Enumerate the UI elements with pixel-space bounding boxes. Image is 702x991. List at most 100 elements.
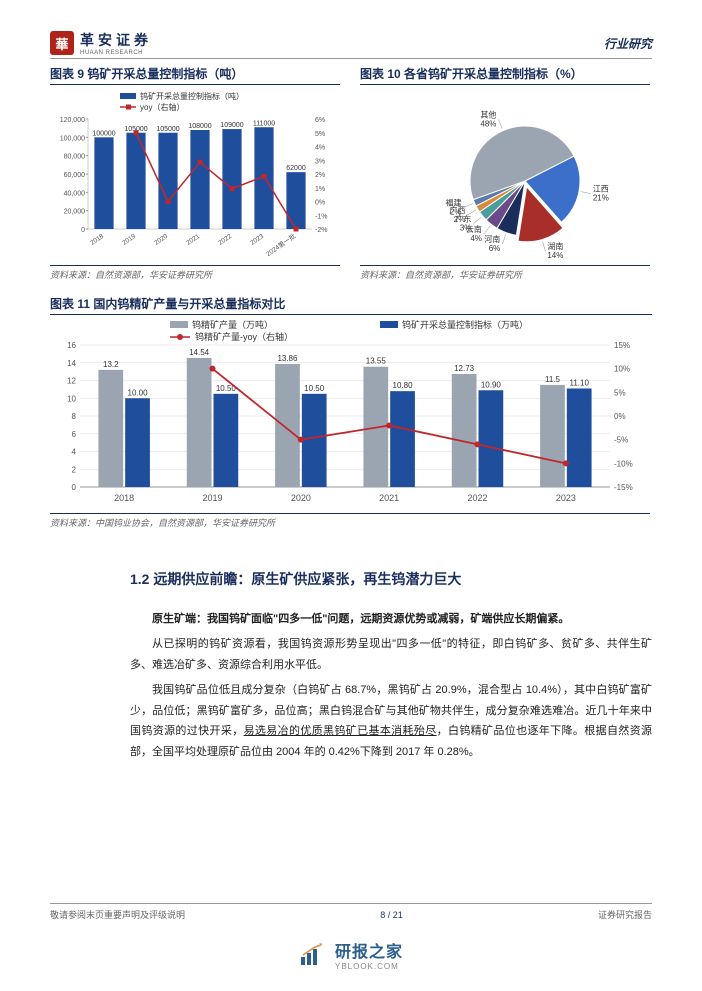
svg-text:2023: 2023	[556, 493, 576, 503]
svg-text:80,000: 80,000	[64, 154, 86, 161]
svg-text:20,000: 20,000	[64, 209, 86, 216]
header-category: 行业研究	[604, 35, 652, 52]
logo: 華 革安证券 HUAAN RESEARCH	[50, 30, 152, 56]
svg-text:100000: 100000	[92, 130, 115, 137]
svg-text:11.5: 11.5	[545, 375, 561, 384]
svg-text:钨矿开采总量控制指标（万吨）: 钨矿开采总量控制指标（万吨）	[402, 319, 528, 330]
svg-text:10.50: 10.50	[304, 384, 325, 393]
svg-text:14%: 14%	[547, 251, 563, 260]
svg-text:2021: 2021	[185, 233, 201, 247]
page-footer: 敬请参阅末页重要声明及评级说明 8 / 21 证券研究报告	[50, 903, 652, 921]
svg-text:13.55: 13.55	[366, 357, 387, 366]
svg-text:10.90: 10.90	[481, 380, 502, 389]
svg-text:3%: 3%	[460, 224, 472, 233]
svg-text:2018: 2018	[114, 493, 134, 503]
chart9-title: 图表 9 钨矿开采总量控制指标（吨）	[50, 65, 340, 85]
svg-text:14.54: 14.54	[189, 348, 210, 357]
svg-text:8: 8	[72, 412, 77, 421]
page-header: 華 革安证券 HUAAN RESEARCH 行业研究	[50, 30, 652, 59]
svg-text:-2%: -2%	[315, 227, 327, 234]
svg-text:0%: 0%	[614, 412, 626, 421]
chart11-title: 图表 11 国内钨精矿产量与开采总量指标对比	[50, 295, 652, 315]
svg-text:河南: 河南	[484, 234, 500, 244]
svg-text:10.80: 10.80	[393, 381, 414, 390]
svg-text:109000: 109000	[220, 122, 243, 129]
svg-text:3%: 3%	[315, 158, 325, 165]
svg-text:2%: 2%	[315, 172, 325, 179]
svg-text:其他: 其他	[480, 110, 496, 120]
svg-text:12.73: 12.73	[454, 364, 475, 373]
logo-cn: 革安证券	[80, 30, 152, 50]
svg-text:2020: 2020	[291, 493, 311, 503]
svg-text:1%: 1%	[315, 186, 325, 193]
svg-text:21%: 21%	[593, 194, 609, 203]
svg-text:40,000: 40,000	[64, 190, 86, 197]
svg-text:2024第一批: 2024第一批	[264, 231, 297, 258]
svg-text:111000: 111000	[253, 120, 275, 127]
svg-text:105000: 105000	[156, 126, 179, 133]
svg-text:-10%: -10%	[614, 459, 633, 468]
svg-text:4%: 4%	[470, 234, 482, 243]
footer-report-type: 证券研究报告	[598, 908, 652, 921]
svg-text:108000: 108000	[188, 123, 211, 130]
svg-text:江西: 江西	[593, 185, 609, 194]
paragraph-1: 从已探明的钨矿资源看，我国钨资源形势呈现出"四多一低"的特征，即白钨矿多、贫矿多…	[130, 634, 652, 676]
svg-text:2020: 2020	[153, 233, 169, 247]
svg-text:福建: 福建	[446, 198, 462, 208]
svg-text:-1%: -1%	[315, 213, 327, 220]
chart10-title: 图表 10 各省钨矿开采总量控制指标（%）	[360, 65, 650, 85]
svg-text:钨精矿产量-yoy（右轴）: 钨精矿产量-yoy（右轴）	[195, 331, 293, 342]
svg-text:2021: 2021	[379, 493, 399, 503]
svg-text:60,000: 60,000	[64, 172, 86, 179]
svg-text:yoy（右轴）: yoy（右轴）	[140, 102, 184, 112]
svg-text:-15%: -15%	[614, 483, 633, 492]
footer-disclaimer: 敬请参阅末页重要声明及评级说明	[50, 908, 185, 921]
svg-text:-5%: -5%	[614, 436, 628, 445]
svg-text:10: 10	[67, 394, 76, 403]
svg-text:2019: 2019	[121, 233, 137, 247]
svg-text:2022: 2022	[217, 233, 233, 247]
svg-text:14: 14	[67, 359, 76, 368]
logo-icon: 華	[50, 31, 74, 55]
svg-text:2%: 2%	[450, 208, 462, 217]
svg-text:2019: 2019	[202, 493, 222, 503]
svg-text:13.2: 13.2	[103, 360, 119, 369]
section-heading: 1.2 远期供应前瞻：原生矿供应紧张，再生钨潜力巨大	[130, 569, 652, 589]
page-number: 8 / 21	[380, 910, 403, 920]
svg-text:钨精矿产量（万吨）: 钨精矿产量（万吨）	[192, 319, 273, 330]
body-text: 原生矿端：我国钨矿面临"四多一低"问题，远期资源优势或减弱，矿端供应长期偏紧。 …	[130, 609, 652, 763]
svg-text:2023: 2023	[249, 233, 265, 247]
svg-text:10%: 10%	[614, 365, 630, 374]
svg-text:5%: 5%	[315, 131, 325, 138]
svg-text:6: 6	[72, 430, 77, 439]
svg-text:120,000: 120,000	[60, 117, 85, 124]
watermark-icon	[299, 943, 327, 967]
svg-text:48%: 48%	[480, 120, 496, 129]
svg-text:6%: 6%	[489, 244, 501, 253]
svg-text:16: 16	[67, 341, 76, 350]
bold-intro: 原生矿端：我国钨矿面临"四多一低"问题，远期资源优势或减弱，矿端供应长期偏紧。	[130, 609, 652, 630]
svg-text:15%: 15%	[614, 341, 630, 350]
svg-text:4: 4	[72, 448, 77, 457]
svg-text:100,000: 100,000	[60, 135, 85, 142]
svg-text:13.86: 13.86	[277, 354, 298, 363]
svg-text:5%: 5%	[614, 388, 626, 397]
svg-text:6%: 6%	[315, 117, 325, 124]
chart10: 江西21%湖南14%河南6%云南4%广东3%广西2%福建2%其他48%	[360, 91, 650, 261]
svg-text:钨矿开采总量控制指标（吨）: 钨矿开采总量控制指标（吨）	[140, 91, 244, 101]
chart11-source: 资料来源：中国钨业协会，自然资源部，华安证券研究所	[50, 513, 650, 529]
chart11: 钨精矿产量（万吨） 钨矿开采总量控制指标（万吨） 钨精矿产量-yoy（右轴） 0 2 4 6…	[50, 319, 650, 509]
svg-text:0: 0	[72, 483, 77, 492]
svg-text:湖南: 湖南	[547, 241, 563, 251]
chart9-source: 资料来源：自然资源部，华安证券研究所	[50, 265, 340, 281]
svg-text:4%: 4%	[315, 145, 325, 152]
watermark-en: YBLOOK.COM	[335, 962, 403, 971]
svg-text:12: 12	[67, 377, 76, 386]
logo-en: HUAAN RESEARCH	[80, 50, 152, 56]
svg-text:2: 2	[72, 465, 77, 474]
svg-text:2018: 2018	[89, 233, 105, 247]
svg-text:2022: 2022	[467, 493, 487, 503]
chart9: 钨矿开采总量控制指标（吨）yoy（右轴）020,00040,00060,0008…	[50, 91, 340, 261]
svg-text:62000: 62000	[286, 165, 306, 172]
svg-text:10.00: 10.00	[128, 388, 149, 397]
